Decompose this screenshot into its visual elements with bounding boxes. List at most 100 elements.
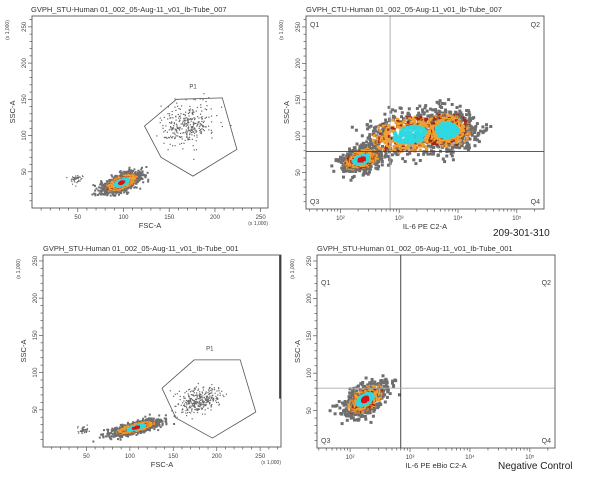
event-dot: [127, 191, 130, 194]
x-tick-label: 50: [74, 215, 81, 221]
event-dot: [170, 129, 172, 131]
event-dot: [201, 125, 204, 127]
event-dot: [394, 151, 398, 155]
event-dot: [133, 186, 136, 189]
event-dot: [437, 127, 441, 131]
y-tick-label: 150: [296, 94, 302, 105]
event-dot: [187, 130, 189, 132]
event-dot: [182, 402, 184, 404]
event-dot: [79, 176, 81, 178]
x-axis: 50 100 150 200 250: [40, 208, 266, 221]
event-dot: [187, 128, 189, 130]
event-dot: [76, 181, 79, 183]
event-dot: [368, 133, 372, 137]
event-dot: [119, 170, 122, 173]
event-dot: [382, 147, 386, 151]
plot-frame: [31, 15, 269, 209]
event-dot: [405, 149, 409, 152]
event-dot: [103, 186, 106, 189]
event-dot: [81, 175, 84, 177]
event-dot: [413, 118, 417, 122]
event-dot: [98, 192, 101, 195]
event-dot: [184, 122, 186, 124]
event-dot: [192, 109, 194, 111]
gate-p1-polygon[interactable]: [143, 97, 238, 177]
event-dot: [209, 402, 211, 405]
event-dot: [400, 133, 404, 137]
event-dot: [192, 131, 194, 133]
event-dot: [195, 149, 198, 151]
event-dot: [205, 403, 207, 405]
y-axis-label: SSC-A: [282, 101, 291, 124]
event-dot: [475, 122, 479, 126]
event-dot: [185, 123, 187, 125]
event-dot: [171, 137, 173, 139]
event-dot: [121, 423, 124, 426]
event-dot: [180, 113, 182, 115]
event-dot: [417, 144, 421, 148]
event-dot: [332, 169, 336, 173]
event-dot: [203, 130, 205, 132]
event-dot: [123, 191, 126, 194]
event-dot: [427, 132, 431, 136]
event-dot: [179, 143, 181, 145]
event-dot: [409, 146, 413, 150]
event-dot: [367, 125, 371, 129]
event-dot: [191, 390, 193, 392]
event-dot: [372, 134, 376, 138]
event-dot: [95, 187, 98, 190]
event-dot: [219, 392, 221, 394]
event-dot: [384, 118, 388, 122]
event-dot: [456, 120, 460, 124]
event-dot: [374, 166, 378, 170]
event-dot: [185, 399, 187, 402]
event-dot: [389, 127, 393, 131]
event-dot: [118, 191, 121, 194]
event-dot: [469, 131, 473, 135]
event-dot: [435, 142, 439, 146]
event-dot: [387, 105, 391, 109]
event-dot: [186, 124, 188, 126]
event-dot: [193, 149, 195, 151]
event-dot: [188, 112, 190, 114]
event-dot: [392, 127, 396, 131]
event-dot: [182, 132, 184, 134]
event-dot: [210, 392, 212, 394]
event-dot: [140, 168, 143, 171]
event-dot: [191, 408, 193, 410]
event-dot: [461, 118, 465, 122]
event-dot: [431, 142, 435, 146]
event-dot: [177, 404, 179, 406]
event-dot: [78, 432, 80, 434]
event-dot: [86, 429, 89, 431]
event-dot: [201, 391, 203, 393]
event-dot: [119, 176, 122, 178]
event-dot: [193, 111, 195, 113]
event-dot: [81, 178, 83, 180]
event-dot: [117, 433, 120, 436]
event-dot: [171, 127, 173, 130]
event-dot: [433, 140, 437, 144]
event-dot: [435, 140, 439, 144]
event-dot: [182, 148, 184, 150]
event-dot: [159, 117, 161, 119]
plot-title: GVPH_STU-Human 01_002_05-Aug-11_v01_Ib-T…: [43, 244, 239, 253]
event-dot: [465, 141, 469, 145]
event-dot: [410, 133, 414, 137]
event-dot: [198, 127, 200, 129]
event-dot: [190, 126, 192, 128]
event-dot: [185, 405, 187, 407]
event-dot: [459, 111, 463, 115]
event-dot: [96, 194, 99, 196]
event-dot: [189, 138, 191, 140]
event-dot: [214, 392, 216, 394]
event-dot: [364, 144, 368, 147]
event-dot: [210, 115, 213, 117]
event-dot: [477, 131, 480, 135]
event-dot: [437, 102, 441, 106]
event-dot: [204, 409, 206, 411]
event-dot: [101, 433, 103, 436]
event-dot: [459, 117, 463, 121]
event-dot: [93, 192, 96, 195]
event-dot: [190, 128, 192, 130]
